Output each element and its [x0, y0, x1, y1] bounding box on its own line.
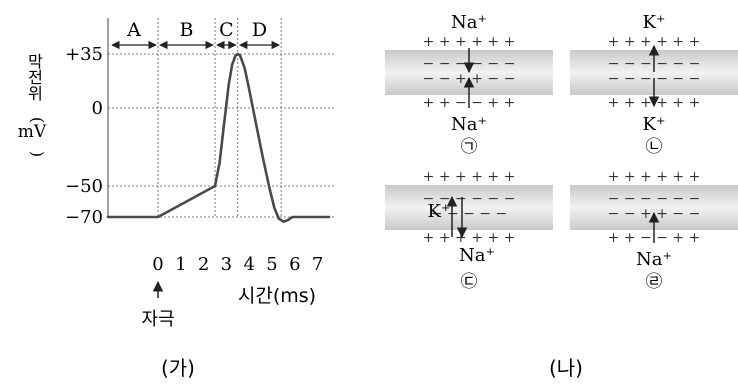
ion-label-bottom: K⁺ — [643, 114, 666, 135]
segment-label-B: B — [180, 19, 194, 41]
x-axis-label: 시간(ms) — [238, 285, 316, 307]
y-axis-unit-close: ) — [28, 151, 47, 157]
membrane-panel: + + + + + +− − − − − −− − + + − −+ + − −… — [385, 12, 553, 157]
segment-label-D: D — [252, 19, 267, 41]
inner-charges-row2: − − − − − — [431, 206, 507, 222]
panel-label-na: (나) — [549, 356, 583, 380]
outer-charges-top: + + + + + + — [608, 34, 701, 50]
membrane-panel: + + + + + +− − − − − −− − − − − −+ + + +… — [570, 12, 738, 157]
inner-charges-row1: − − − − − − — [423, 191, 516, 207]
y-axis-unit-open: ( — [28, 117, 47, 123]
y-tick-label: −70 — [65, 207, 103, 228]
series-layer — [106, 52, 331, 223]
panel-mark: ㉠ — [461, 137, 478, 157]
membrane-band — [385, 185, 553, 230]
panel-label-ga: (가) — [161, 356, 195, 380]
ion-label-bottom: Na⁺ — [459, 245, 495, 266]
y-axis-unit: mV — [18, 122, 47, 142]
x-tick-label: 2 — [198, 254, 209, 275]
panel-mark: ㉢ — [461, 272, 478, 292]
ion-label-bottom: Na⁺ — [451, 114, 487, 135]
ion-label-top: Na⁺ — [451, 12, 487, 33]
guide-lines — [107, 18, 335, 218]
x-tick-label: 1 — [175, 254, 186, 275]
ion-label-top: K⁺ — [428, 201, 451, 222]
outer-charges-top: + + + + + + — [608, 169, 701, 185]
ion-label-bottom: Na⁺ — [636, 249, 672, 270]
x-tick-label: 6 — [289, 254, 300, 275]
x-tick-label: 5 — [266, 254, 277, 275]
panel-mark: ㉣ — [646, 272, 663, 292]
segment-label-A: A — [126, 19, 141, 41]
outer-charges-top: + + + + + + — [423, 34, 516, 50]
y-tick-label: 0 — [92, 98, 103, 119]
x-tick-label: 0 — [152, 254, 163, 275]
segment-label-C: C — [219, 19, 234, 41]
outer-charges-top: + + + + + + — [423, 169, 516, 185]
y-tick-label: +35 — [65, 44, 103, 65]
membrane-panel: + + + + + + − − − − − −− − − − − + + + + +… — [385, 169, 553, 292]
y-tick-label: −50 — [65, 176, 103, 197]
x-tick-label: 3 — [221, 254, 232, 275]
panel-mark: ㉡ — [646, 137, 663, 157]
x-tick-label: 7 — [312, 254, 323, 275]
ion-label-top: K⁺ — [643, 12, 666, 33]
outer-charges-bottom: + + + + + + — [423, 230, 516, 246]
y-tick-labels: +35 0 −50 −70 — [65, 44, 103, 228]
membrane-potential-line — [106, 52, 331, 223]
stimulus-label: 자극 — [141, 309, 174, 330]
inner-charges-row1: − − − − − − — [608, 191, 701, 207]
membrane-diagrams: + + + + + +− − − − − −− − + + − −+ + − −… — [385, 12, 738, 292]
y-axis-label: 막전위 — [25, 53, 44, 101]
x-tick-label: 4 — [243, 254, 254, 275]
membrane-panel: + + + + + +− − − − − −− − + + − −+ + − −… — [570, 169, 738, 292]
